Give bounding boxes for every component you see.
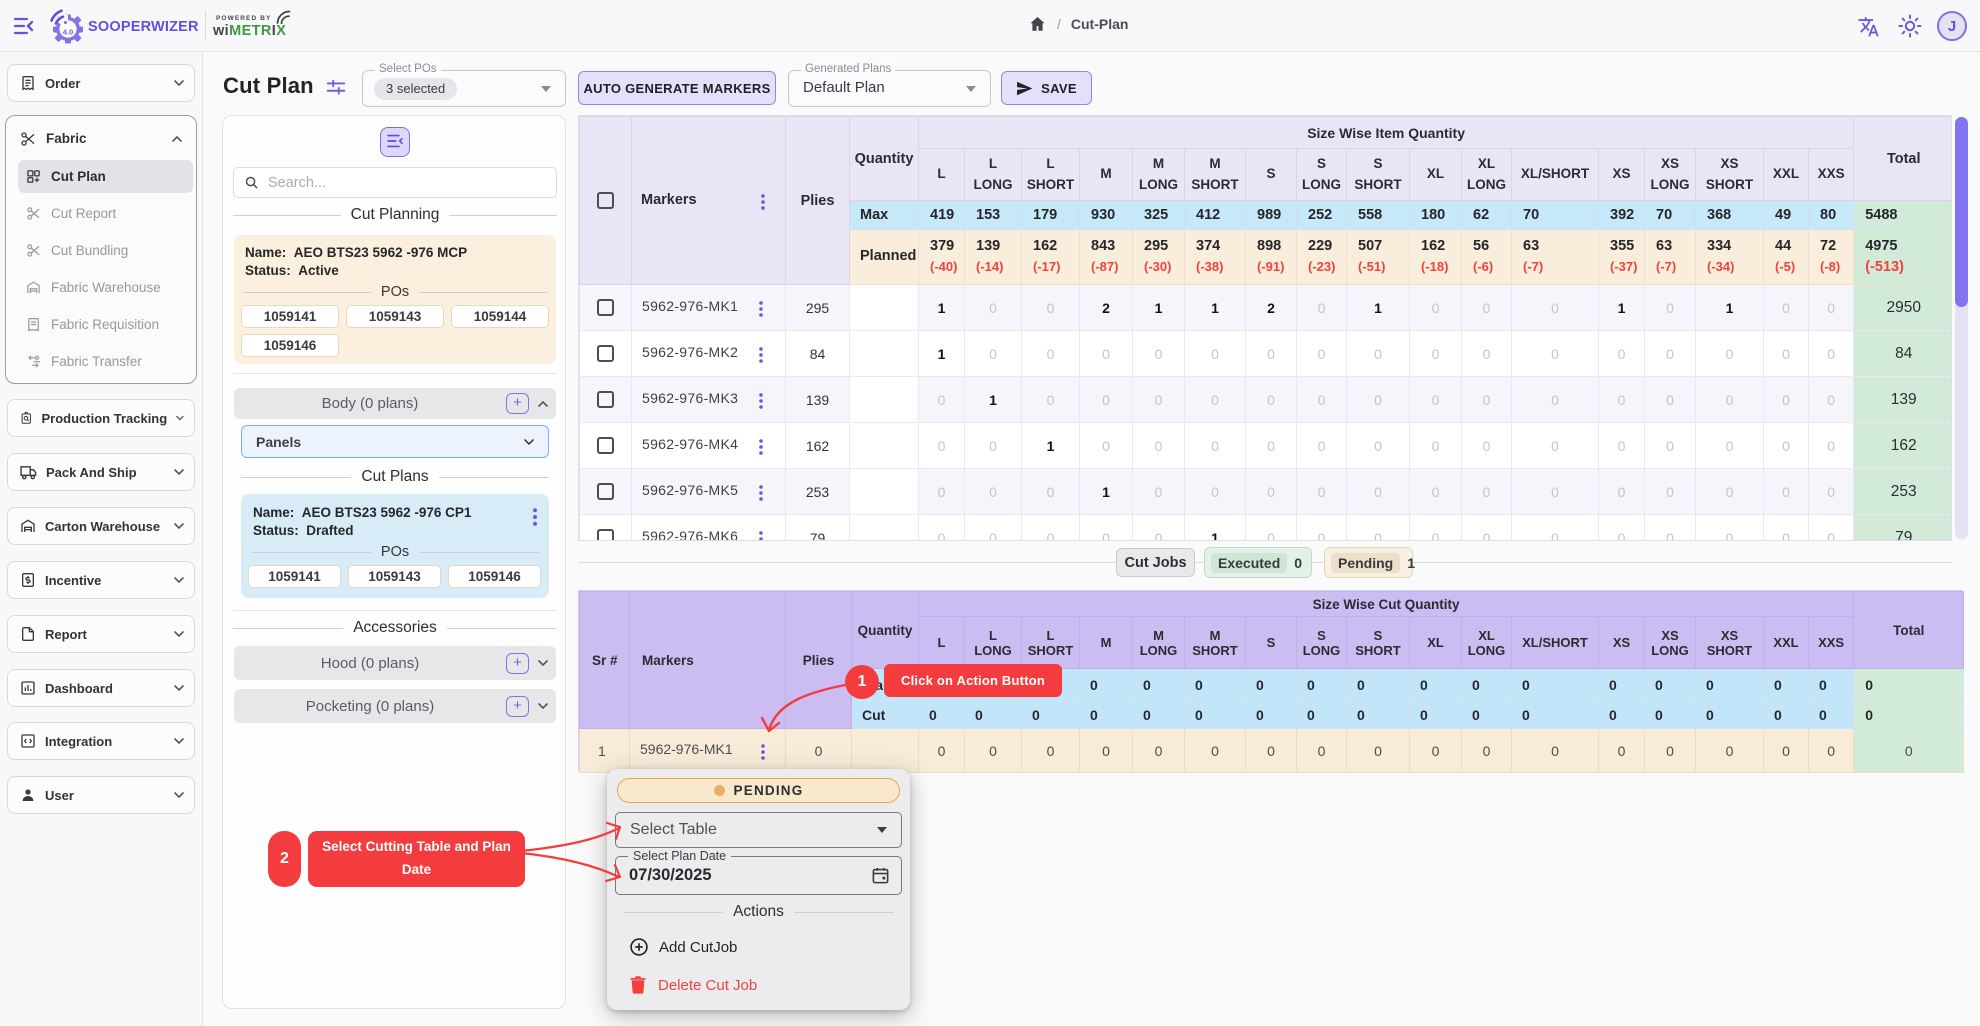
svg-text:4.0: 4.0 [63,28,73,37]
